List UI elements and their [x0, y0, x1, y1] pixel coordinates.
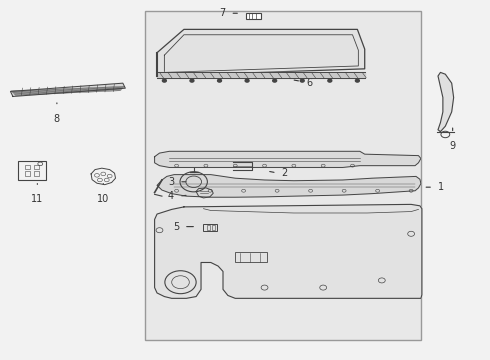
Text: 9: 9: [450, 140, 456, 150]
Circle shape: [190, 79, 194, 82]
Polygon shape: [155, 204, 422, 298]
Bar: [212, 225, 215, 230]
Text: 7: 7: [219, 8, 225, 18]
Polygon shape: [10, 83, 125, 96]
Bar: [34, 165, 39, 169]
Bar: [34, 171, 39, 176]
Circle shape: [162, 79, 166, 82]
Polygon shape: [438, 72, 454, 132]
Circle shape: [218, 79, 221, 82]
Polygon shape: [157, 72, 365, 78]
Bar: [145, 12, 421, 339]
Circle shape: [300, 79, 304, 82]
Text: 8: 8: [54, 114, 60, 123]
Text: 3: 3: [168, 177, 174, 187]
Circle shape: [328, 79, 332, 82]
Circle shape: [245, 79, 249, 82]
Polygon shape: [157, 175, 421, 197]
Text: 6: 6: [306, 78, 312, 88]
Circle shape: [355, 79, 359, 82]
Text: 1: 1: [438, 182, 444, 192]
Polygon shape: [157, 30, 365, 76]
Text: 11: 11: [31, 194, 44, 204]
Bar: [235, 252, 267, 262]
Bar: [25, 165, 30, 169]
Circle shape: [273, 79, 277, 82]
Bar: [246, 13, 261, 19]
Bar: [203, 224, 217, 231]
Text: 4: 4: [168, 191, 174, 201]
Bar: [25, 171, 30, 176]
Text: 10: 10: [97, 194, 109, 204]
Bar: [207, 225, 210, 230]
Text: 5: 5: [173, 222, 179, 231]
Text: 2: 2: [282, 168, 288, 178]
Polygon shape: [155, 151, 421, 167]
